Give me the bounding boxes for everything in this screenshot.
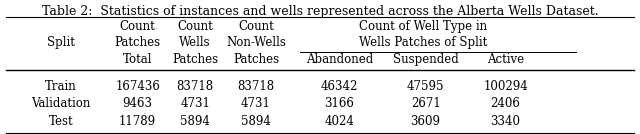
Text: 83718: 83718 — [177, 80, 214, 93]
Text: Count of Well Type in: Count of Well Type in — [360, 20, 488, 33]
Text: Patches: Patches — [233, 53, 279, 66]
Text: 11789: 11789 — [119, 115, 156, 128]
Text: 83718: 83718 — [237, 80, 275, 93]
Text: Count: Count — [177, 20, 213, 33]
Text: 100294: 100294 — [483, 80, 528, 93]
Text: Test: Test — [49, 115, 73, 128]
Text: 5894: 5894 — [180, 115, 210, 128]
Text: Count: Count — [120, 20, 156, 33]
Text: Wells Patches of Split: Wells Patches of Split — [359, 36, 488, 49]
Text: 4731: 4731 — [241, 97, 271, 110]
Text: Active: Active — [487, 53, 524, 66]
Text: Patches: Patches — [115, 36, 161, 49]
Text: Patches: Patches — [172, 53, 218, 66]
Text: 9463: 9463 — [123, 97, 152, 110]
Text: 167436: 167436 — [115, 80, 160, 93]
Text: Train: Train — [45, 80, 77, 93]
Text: Count: Count — [238, 20, 274, 33]
Text: 4024: 4024 — [324, 115, 354, 128]
Text: Abandoned: Abandoned — [305, 53, 373, 66]
Text: Table 2:  Statistics of instances and wells represented across the Alberta Wells: Table 2: Statistics of instances and wel… — [42, 5, 598, 18]
Text: 4731: 4731 — [180, 97, 210, 110]
Text: 47595: 47595 — [407, 80, 444, 93]
Text: 5894: 5894 — [241, 115, 271, 128]
Text: 2406: 2406 — [491, 97, 520, 110]
Text: Suspended: Suspended — [393, 53, 458, 66]
Text: Non-Wells: Non-Wells — [226, 36, 286, 49]
Text: Validation: Validation — [31, 97, 90, 110]
Text: 3609: 3609 — [411, 115, 440, 128]
Text: 46342: 46342 — [321, 80, 358, 93]
Text: Total: Total — [123, 53, 152, 66]
Text: 3166: 3166 — [324, 97, 354, 110]
Text: Wells: Wells — [179, 36, 211, 49]
Text: 2671: 2671 — [411, 97, 440, 110]
Text: 3340: 3340 — [491, 115, 520, 128]
Text: Split: Split — [47, 36, 75, 49]
